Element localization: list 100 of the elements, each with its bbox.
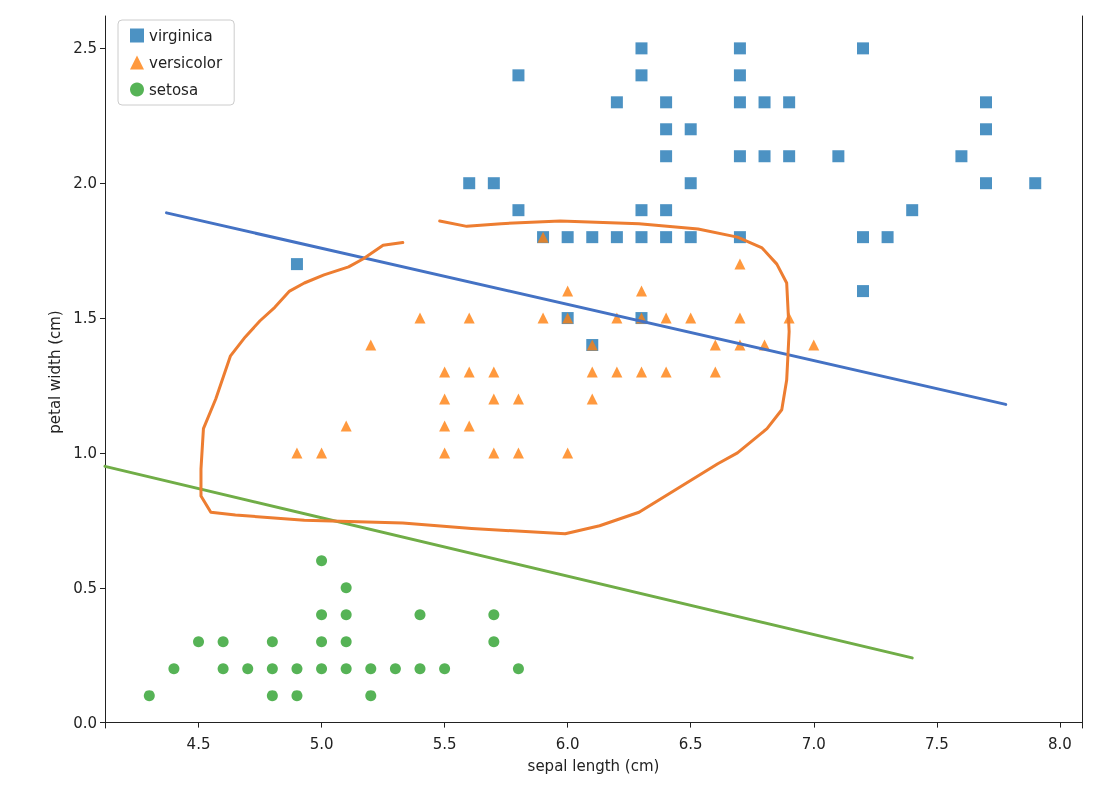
point xyxy=(266,690,278,702)
point xyxy=(734,312,746,324)
point xyxy=(463,312,475,324)
point xyxy=(316,609,328,621)
point xyxy=(733,69,746,82)
point xyxy=(635,42,648,55)
y-tick-label: 0.0 xyxy=(73,713,97,732)
point xyxy=(635,231,648,244)
point xyxy=(266,663,278,675)
point xyxy=(365,690,377,702)
point xyxy=(340,663,352,675)
point xyxy=(980,123,993,136)
point xyxy=(193,636,205,648)
point xyxy=(980,177,993,190)
point xyxy=(783,96,796,109)
point xyxy=(365,339,377,351)
point xyxy=(562,285,574,297)
point xyxy=(660,123,673,136)
y-tick-label: 2.5 xyxy=(73,39,97,58)
y-tick-label: 2.0 xyxy=(73,174,97,193)
point xyxy=(291,690,303,702)
point xyxy=(488,366,500,378)
line-series xyxy=(199,219,791,536)
point xyxy=(463,177,476,190)
point xyxy=(660,150,673,163)
point xyxy=(856,42,869,55)
point xyxy=(635,69,648,82)
point xyxy=(734,258,746,270)
x-tick-label: 4.5 xyxy=(186,734,211,753)
point xyxy=(906,204,919,217)
point xyxy=(168,663,180,675)
point xyxy=(537,312,549,324)
point xyxy=(217,636,229,648)
point xyxy=(808,339,820,351)
y-tick-label: 0.5 xyxy=(73,578,97,597)
x-tick-label: 6.5 xyxy=(678,734,703,753)
point xyxy=(217,663,229,675)
point xyxy=(660,231,673,244)
point xyxy=(242,663,254,675)
point xyxy=(856,285,869,298)
point xyxy=(389,663,401,675)
legend-label: virginica xyxy=(149,26,213,45)
y-axis-title: petal width (cm) xyxy=(45,310,64,434)
point xyxy=(512,204,525,217)
point xyxy=(562,447,574,459)
x-tick-label: 5.5 xyxy=(432,734,457,753)
point xyxy=(685,312,697,324)
point xyxy=(316,447,328,459)
point xyxy=(586,393,598,405)
point xyxy=(143,690,155,702)
point xyxy=(365,663,377,675)
point xyxy=(290,258,303,271)
point xyxy=(955,150,968,163)
point xyxy=(340,609,352,621)
point xyxy=(660,204,673,217)
point xyxy=(758,96,771,109)
point xyxy=(487,177,500,190)
point xyxy=(758,150,771,163)
point xyxy=(316,636,328,648)
point xyxy=(291,447,303,459)
point xyxy=(488,447,500,459)
point xyxy=(709,339,721,351)
point xyxy=(512,69,525,82)
point xyxy=(709,366,721,378)
point xyxy=(340,420,352,432)
x-tick-label: 5.0 xyxy=(309,734,334,753)
point xyxy=(684,231,697,244)
point xyxy=(488,609,500,621)
point xyxy=(512,447,524,459)
point xyxy=(660,312,672,324)
legend-label: setosa xyxy=(149,80,199,99)
y-tick-label: 1.5 xyxy=(73,309,97,328)
point xyxy=(266,636,278,648)
point xyxy=(414,609,426,621)
point xyxy=(610,96,623,109)
point xyxy=(881,231,894,244)
point xyxy=(586,231,599,244)
point xyxy=(635,285,647,297)
point xyxy=(856,231,869,244)
point xyxy=(316,555,328,567)
point xyxy=(610,231,623,244)
point xyxy=(463,366,475,378)
x-tick-label: 8.0 xyxy=(1047,734,1072,753)
point xyxy=(439,420,451,432)
point xyxy=(463,420,475,432)
point xyxy=(660,366,672,378)
point xyxy=(488,636,500,648)
point xyxy=(340,582,352,594)
point xyxy=(488,393,500,405)
point xyxy=(635,204,648,217)
point xyxy=(439,393,451,405)
point xyxy=(611,366,623,378)
point xyxy=(512,393,524,405)
point xyxy=(586,366,598,378)
point xyxy=(291,663,303,675)
point xyxy=(439,366,451,378)
point xyxy=(340,636,352,648)
point xyxy=(561,231,574,244)
x-tick-label: 7.0 xyxy=(801,734,826,753)
point xyxy=(733,150,746,163)
